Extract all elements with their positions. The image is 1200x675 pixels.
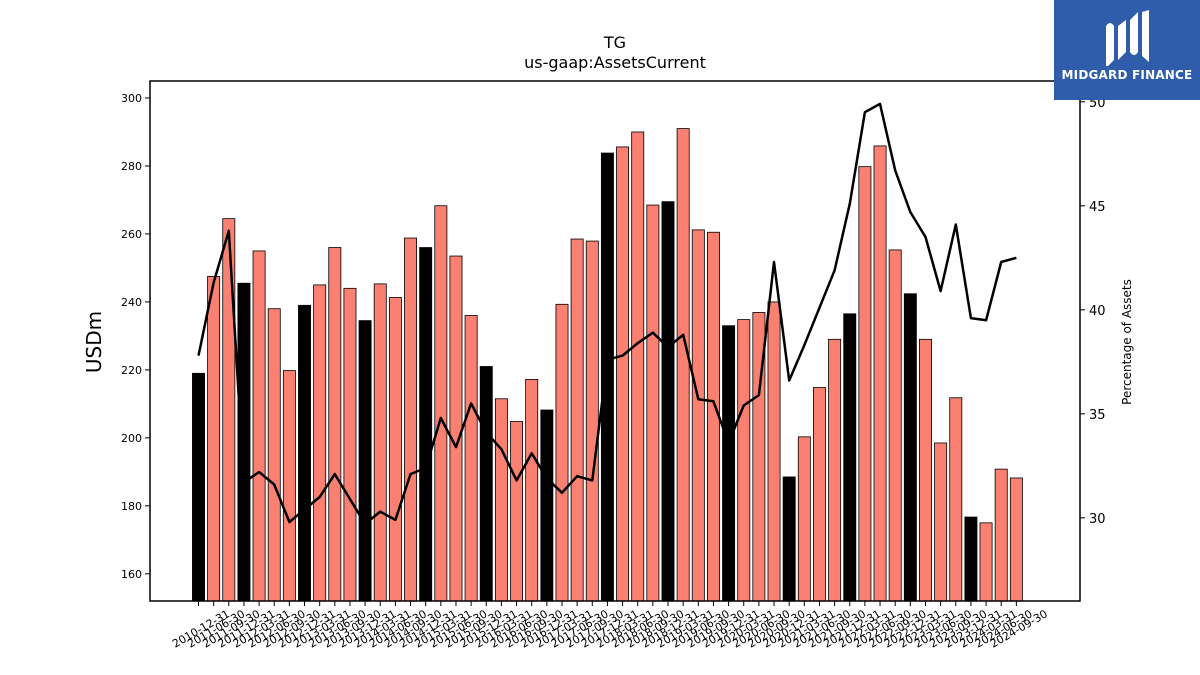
bar [252,250,266,602]
bar [873,145,887,602]
bar [464,315,478,602]
bar [813,387,826,602]
y-tick-label: 160 [121,568,142,581]
bar [676,128,690,602]
y-axis-label: USDm [82,311,106,373]
bar [282,370,296,602]
bar [419,247,433,602]
bar [600,152,614,602]
bar [373,283,387,602]
bar [358,320,372,602]
bar [298,304,311,602]
bar [661,201,675,602]
y-tick-label: 300 [121,92,142,105]
y2-tick-label: 30 [1089,512,1106,527]
y-tick-label: 200 [121,432,142,445]
bar [994,468,1008,602]
bar [404,237,417,602]
bar [434,205,448,602]
y2-axis-label: Percentage of Assets [1120,279,1134,405]
bar [934,442,948,602]
line-series [197,102,1017,526]
bar [737,319,751,602]
chart-title: TG [603,33,626,52]
bar [964,516,978,602]
y-tick-label: 240 [121,296,142,309]
logo-text: MIDGARD FINANCE [1061,68,1193,82]
bar [525,379,539,602]
bar [449,255,463,602]
bar [646,204,660,602]
bar [222,218,236,602]
bar [797,436,811,602]
bar [979,522,993,602]
bar [631,131,645,602]
logo-mark-icon [1106,10,1149,66]
bar [540,409,554,602]
percentage-line [197,102,1017,526]
bar [328,247,342,602]
bar [388,297,402,602]
bar [267,308,281,602]
plot-frame [149,80,1081,602]
bar [313,284,327,602]
bar [237,282,251,602]
bar [782,476,796,602]
chart-subtitle: us-gaap:AssetsCurrent [524,53,706,72]
bar [1009,477,1023,602]
y-tick-label: 220 [121,364,142,377]
bar [555,303,569,602]
bar [616,146,630,602]
bar [888,249,902,602]
bar [828,338,842,602]
y2-tick-label: 40 [1089,304,1106,319]
bar [479,366,493,602]
bar [919,338,932,602]
bar [858,166,872,602]
bar [570,238,584,602]
bar [722,325,736,602]
bar [192,372,205,602]
bar [843,313,857,602]
bar [494,398,508,602]
bar [585,240,599,602]
y2-tick-label: 45 [1089,200,1106,215]
bar [767,301,781,602]
bar [949,397,963,602]
y2-tick-label: 35 [1089,408,1106,423]
axes: 16018020022024026028030030354045502010-1… [121,92,1106,651]
bar [903,293,917,602]
bar [691,229,705,602]
bar [207,276,221,602]
bar [343,287,357,602]
y-tick-label: 260 [121,228,142,241]
bar [510,421,524,602]
midgard-finance-logo: MIDGARD FINANCE [1054,0,1200,100]
y-tick-label: 280 [121,160,142,173]
y-tick-label: 180 [121,500,142,513]
